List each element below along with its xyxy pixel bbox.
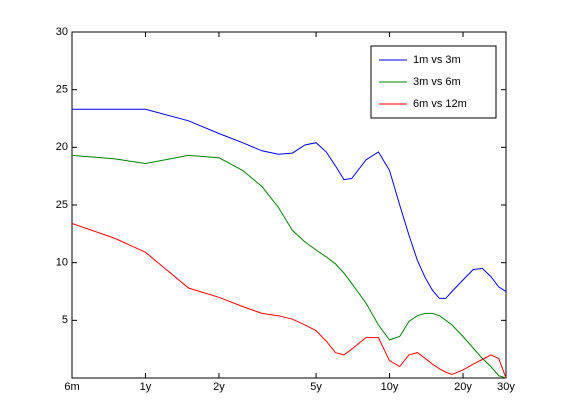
series-line bbox=[72, 108, 506, 299]
series-line bbox=[72, 223, 506, 378]
x-tick-label: 2y bbox=[213, 381, 225, 393]
y-tick-label: 10 bbox=[56, 257, 68, 269]
legend-label: 3m vs 6m bbox=[413, 76, 461, 88]
y-tick-label: 25 bbox=[56, 84, 68, 96]
plot-lines bbox=[72, 108, 506, 378]
x-tick-label: 6m bbox=[64, 381, 79, 393]
x-tick-label: 10y bbox=[381, 381, 399, 393]
legend-label: 6m vs 12m bbox=[413, 98, 467, 110]
x-tick-label: 1y bbox=[140, 381, 152, 393]
x-tick-label: 5y bbox=[310, 381, 322, 393]
series-line bbox=[72, 154, 506, 378]
y-tick-label: 30 bbox=[56, 26, 68, 38]
y-tick-label: 20 bbox=[56, 141, 68, 153]
x-tick-label: 20y bbox=[454, 381, 472, 393]
y-tick-label: 5 bbox=[62, 314, 68, 326]
legend-label: 1m vs 3m bbox=[413, 54, 461, 66]
y-tick-label: 25 bbox=[56, 199, 68, 211]
x-tick-label: 30y bbox=[497, 381, 515, 393]
